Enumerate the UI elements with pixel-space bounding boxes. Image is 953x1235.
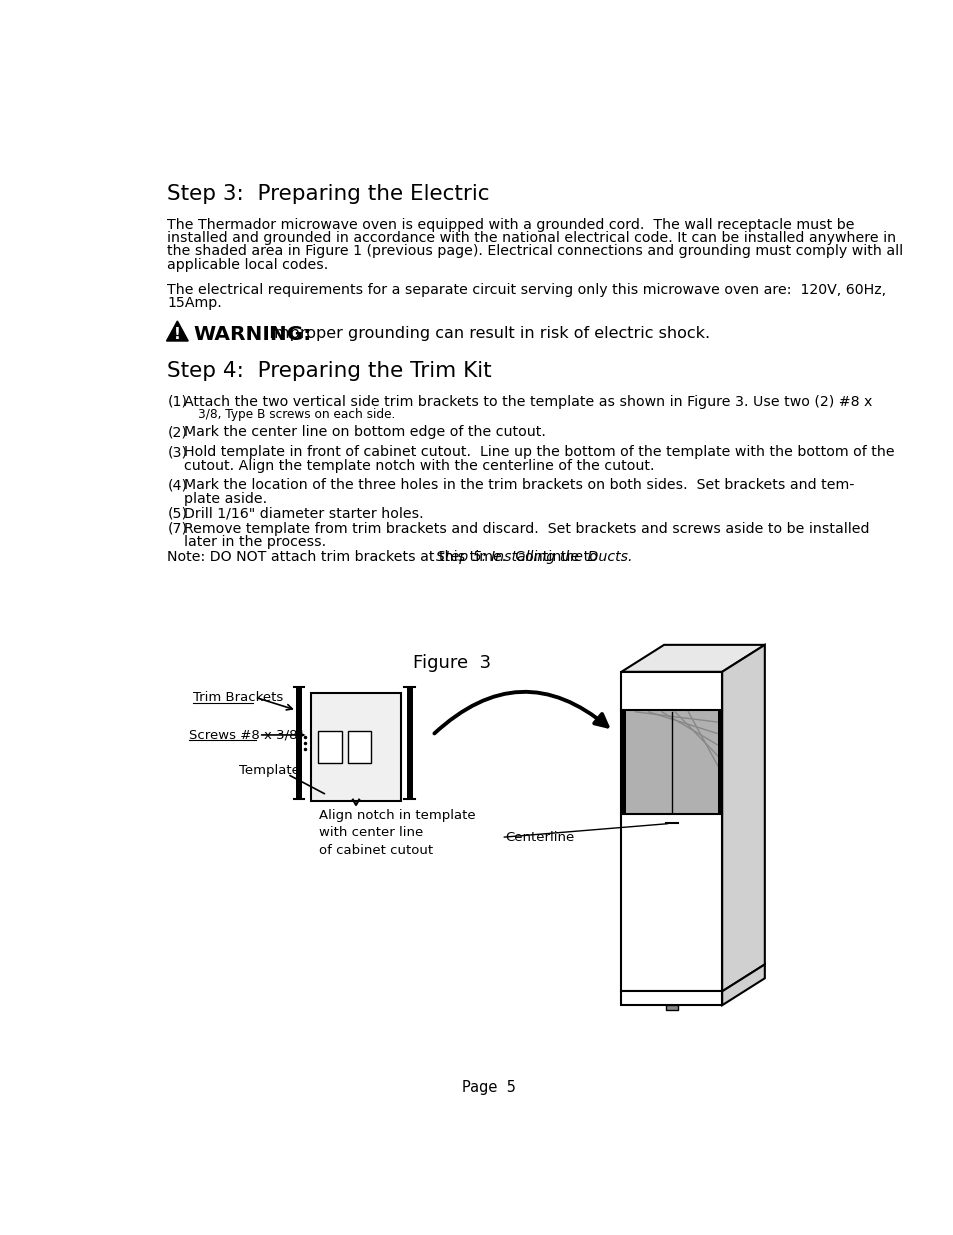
- Text: Improper grounding can result in risk of electric shock.: Improper grounding can result in risk of…: [258, 326, 709, 341]
- Bar: [621, 710, 720, 814]
- Polygon shape: [721, 965, 764, 1005]
- Text: Centerline: Centerline: [505, 831, 574, 844]
- Bar: [295, 687, 302, 799]
- Text: Page  5: Page 5: [461, 1079, 516, 1095]
- Text: (7): (7): [167, 521, 187, 536]
- Text: 15Amp.: 15Amp.: [167, 296, 222, 310]
- Bar: [406, 687, 413, 799]
- Text: Hold template in front of cabinet cutout.  Line up the bottom of the template wi: Hold template in front of cabinet cutout…: [184, 445, 894, 459]
- Bar: [665, 1005, 678, 1010]
- Text: cutout. Align the template notch with the centerline of the cutout.: cutout. Align the template notch with th…: [184, 458, 654, 473]
- Text: Step 3:  Preparing the Electric: Step 3: Preparing the Electric: [167, 184, 489, 204]
- Text: Note: DO NOT attach trim brackets at this time.  Continue to: Note: DO NOT attach trim brackets at thi…: [167, 550, 602, 564]
- Text: Step 5: Installing the Ducts.: Step 5: Installing the Ducts.: [436, 550, 632, 564]
- Text: (1): (1): [167, 395, 187, 409]
- Text: Remove template from trim brackets and discard.  Set brackets and screws aside t: Remove template from trim brackets and d…: [184, 521, 869, 536]
- Text: Trim Brackets: Trim Brackets: [193, 690, 283, 704]
- Text: The electrical requirements for a separate circuit serving only this microwave o: The electrical requirements for a separa…: [167, 283, 885, 296]
- Polygon shape: [167, 321, 188, 341]
- Text: installed and grounded in accordance with the national electrical code. It can b: installed and grounded in accordance wit…: [167, 231, 896, 245]
- Bar: [717, 710, 722, 814]
- Text: (3): (3): [167, 445, 187, 459]
- Text: Screws #8 x 3/8": Screws #8 x 3/8": [189, 729, 303, 741]
- FancyArrowPatch shape: [434, 692, 607, 734]
- Text: WARNING:: WARNING:: [193, 325, 312, 345]
- Text: Step 4:  Preparing the Trim Kit: Step 4: Preparing the Trim Kit: [167, 362, 492, 382]
- Text: 3/8, Type B screws on each side.: 3/8, Type B screws on each side.: [198, 408, 395, 421]
- Text: plate aside.: plate aside.: [184, 492, 267, 505]
- Polygon shape: [721, 645, 764, 992]
- Text: later in the process.: later in the process.: [184, 535, 326, 550]
- Text: !: !: [173, 326, 181, 342]
- Bar: [318, 731, 341, 763]
- Text: (2): (2): [167, 425, 187, 440]
- Text: Template: Template: [239, 764, 300, 777]
- Bar: [311, 693, 400, 802]
- Text: Drill 1/16" diameter starter holes.: Drill 1/16" diameter starter holes.: [184, 506, 423, 521]
- Text: the shaded area in Figure 1 (previous page). Electrical connections and groundin: the shaded area in Figure 1 (previous pa…: [167, 245, 902, 258]
- Bar: [620, 992, 721, 1005]
- Text: Attach the two vertical side trim brackets to the template as shown in Figure 3.: Attach the two vertical side trim bracke…: [184, 395, 872, 409]
- Bar: [620, 710, 625, 814]
- Text: The Thermador microwave oven is equipped with a grounded cord.  The wall recepta: The Thermador microwave oven is equipped…: [167, 217, 854, 231]
- Text: Mark the location of the three holes in the trim brackets on both sides.  Set br: Mark the location of the three holes in …: [184, 478, 854, 492]
- Bar: [348, 731, 371, 763]
- Text: Mark the center line on bottom edge of the cutout.: Mark the center line on bottom edge of t…: [184, 425, 546, 440]
- Polygon shape: [620, 645, 764, 672]
- Bar: [620, 672, 721, 992]
- Text: Align notch in template
with center line
of cabinet cutout: Align notch in template with center line…: [319, 809, 476, 857]
- Text: (5): (5): [167, 506, 187, 521]
- Text: (4): (4): [167, 478, 187, 492]
- Text: Figure  3: Figure 3: [413, 655, 491, 672]
- Text: applicable local codes.: applicable local codes.: [167, 258, 328, 272]
